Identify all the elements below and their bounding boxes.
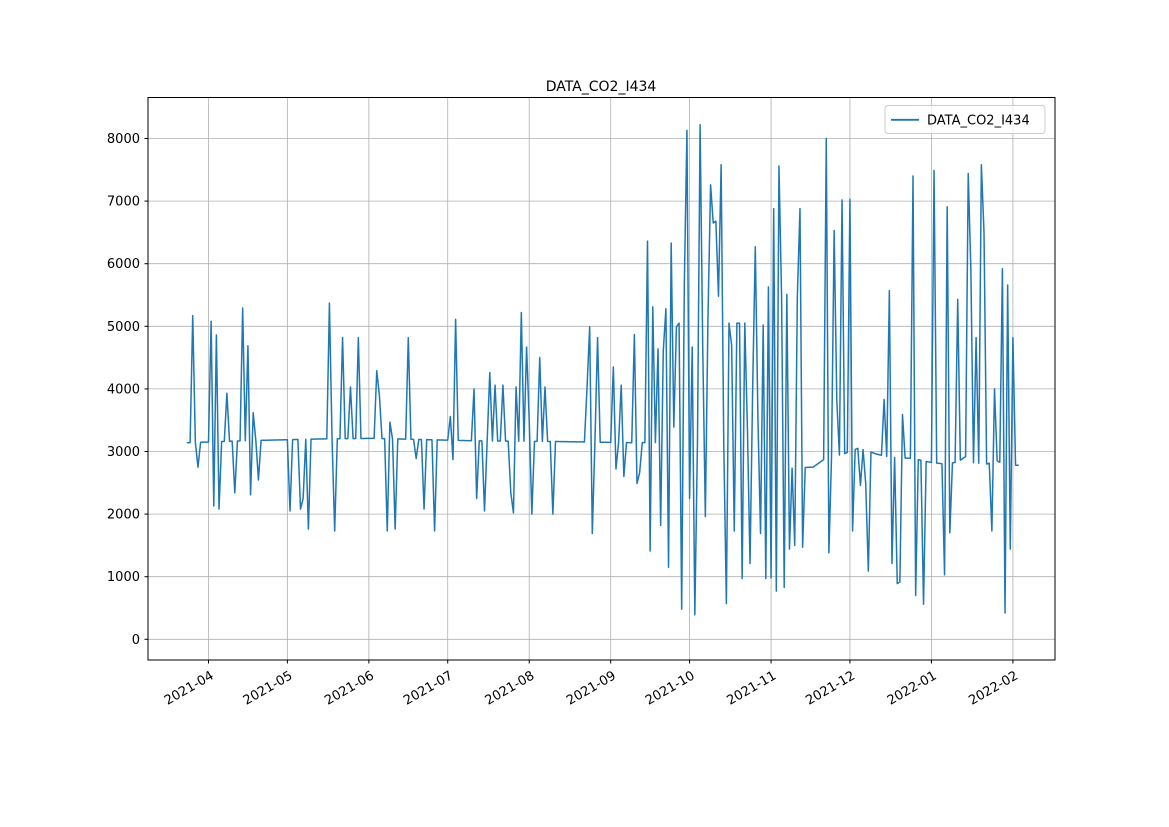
x-tick-label: 2021-07 bbox=[401, 668, 456, 708]
y-tick-label: 1000 bbox=[107, 570, 140, 585]
x-tick-label: 2021-08 bbox=[483, 668, 538, 708]
x-tick-label: 2021-09 bbox=[564, 668, 619, 708]
y-tick-labels: 0 1000 2000 3000 4000 5000 6000 7000 8000 bbox=[107, 132, 140, 648]
y-tick-label: 0 bbox=[132, 633, 140, 648]
x-tick-labels: 2021-04 2021-05 2021-06 2021-07 2021-08 2021-… bbox=[162, 668, 1021, 708]
x-tick-label: 2021-06 bbox=[322, 668, 377, 708]
axes-spines bbox=[147, 97, 1056, 661]
y-tick-label: 5000 bbox=[107, 320, 140, 335]
x-tick-label: 2022-01 bbox=[885, 668, 940, 708]
x-tick-label: 2021-11 bbox=[725, 668, 780, 708]
legend: DATA_CO2_I434 bbox=[884, 105, 1046, 134]
chart-title: DATA_CO2_I434 bbox=[546, 79, 657, 95]
x-tick-label: 2021-05 bbox=[241, 668, 296, 708]
x-tick-label: 2021-10 bbox=[643, 668, 698, 708]
legend-label: DATA_CO2_I434 bbox=[927, 114, 1030, 129]
x-tick-label: 2021-04 bbox=[162, 668, 217, 708]
legend-box bbox=[884, 105, 1046, 134]
grid bbox=[148, 97, 1055, 660]
y-tick-label: 4000 bbox=[107, 382, 140, 397]
y-tick-label: 8000 bbox=[107, 132, 140, 147]
y-tick-label: 2000 bbox=[107, 508, 140, 523]
y-tick-label: 7000 bbox=[107, 195, 140, 210]
y-tick-label: 3000 bbox=[107, 445, 140, 460]
x-tick-label: 2021-12 bbox=[803, 668, 858, 708]
tick-marks bbox=[144, 138, 1014, 664]
data-line bbox=[186, 123, 1019, 616]
x-tick-label: 2022-02 bbox=[966, 668, 1021, 708]
y-tick-label: 6000 bbox=[107, 257, 140, 272]
